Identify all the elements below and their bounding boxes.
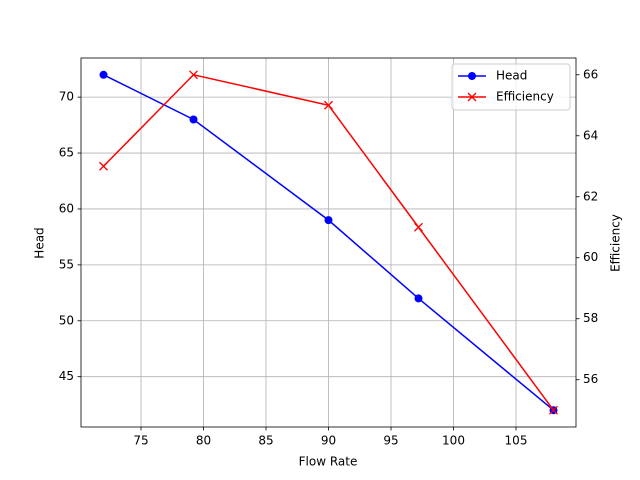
x-axis-label: Flow Rate: [299, 455, 358, 469]
y2-tick-label: 62: [583, 189, 598, 203]
marker: [468, 72, 476, 80]
y2-tick-label: 66: [583, 67, 598, 81]
marker: [324, 216, 333, 225]
x-tick-label: 105: [505, 434, 528, 448]
y-tick-label: 65: [59, 146, 74, 160]
marker: [189, 115, 198, 124]
marker: [189, 70, 198, 80]
y-tick-label: 45: [59, 369, 74, 383]
y2-tick-label: 64: [583, 128, 598, 142]
legend: Head Efficiency: [451, 63, 571, 111]
y-tick-label: 60: [59, 201, 74, 215]
x-tick-label: 90: [321, 434, 336, 448]
y-axis-label: Head: [33, 227, 47, 258]
marker: [467, 92, 477, 102]
y-tick-label: 70: [59, 90, 74, 104]
y2-tick-label: 60: [583, 250, 598, 264]
marker: [414, 222, 423, 232]
marker: [414, 294, 423, 303]
y2-axis-label: Efficiency: [609, 214, 623, 272]
marker: [99, 161, 108, 171]
x-tick-label: 80: [196, 434, 211, 448]
marker: [99, 70, 108, 79]
y2-tick-label: 58: [583, 311, 598, 325]
marker: [324, 100, 333, 110]
y-tick-label: 55: [59, 257, 74, 271]
marker: [549, 405, 558, 415]
legend-label: Head: [496, 69, 527, 83]
x-tick-label: 75: [133, 434, 148, 448]
y-tick-label: 50: [59, 313, 74, 327]
x-tick-label: 95: [383, 434, 398, 448]
y2-tick-label: 56: [583, 372, 598, 386]
x-tick-label: 85: [258, 434, 273, 448]
legend-label: Efficiency: [496, 90, 554, 104]
plot-frame: [80, 57, 577, 428]
x-tick-label: 100: [442, 434, 465, 448]
